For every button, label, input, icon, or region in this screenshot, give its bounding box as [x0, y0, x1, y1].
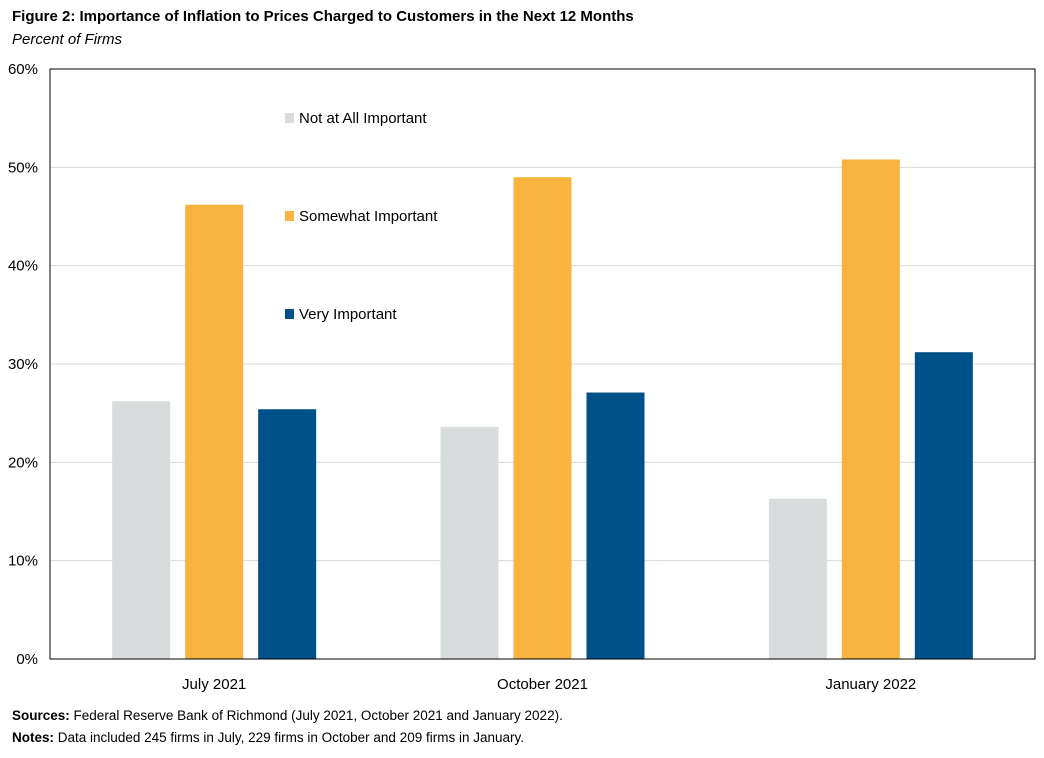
notes-text: Data included 245 firms in July, 229 fir…	[57, 730, 524, 745]
x-tick-label: January 2022	[825, 676, 916, 693]
bar	[768, 498, 827, 659]
bar	[841, 159, 900, 659]
chart-subtitle: Percent of Firms	[12, 31, 123, 48]
bars	[112, 159, 973, 659]
legend: Not at All Important Somewhat Important Ve…	[285, 110, 438, 323]
legend-swatch	[285, 113, 294, 123]
y-tick-label: 0%	[16, 651, 38, 668]
notes-note: Notes: Data included 245 firms in July, …	[12, 730, 524, 745]
bar	[914, 352, 973, 659]
y-tick-label: 10%	[8, 553, 38, 570]
x-tick-label: October 2021	[497, 676, 588, 693]
legend-swatch	[285, 309, 294, 319]
sources-note: Sources: Federal Reserve Bank of Richmon…	[12, 708, 563, 723]
y-tick-label: 60%	[8, 61, 38, 78]
legend-label: Somewhat Important	[299, 208, 438, 225]
legend-swatch	[285, 211, 294, 221]
sources-text: Federal Reserve Bank of Richmond (July 2…	[73, 708, 563, 723]
y-axis-ticks: 0% 10% 20% 30% 40% 50% 60%	[8, 61, 38, 668]
y-tick-label: 20%	[8, 454, 38, 471]
chart-title: Figure 2: Importance of Inflation to Pri…	[12, 8, 634, 25]
bar	[258, 409, 317, 659]
y-tick-label: 40%	[8, 258, 38, 275]
x-tick-label: July 2021	[182, 676, 246, 693]
bar	[440, 426, 499, 659]
bar	[513, 177, 572, 659]
notes-label: Notes:	[12, 730, 55, 745]
x-axis-ticks: July 2021 October 2021 January 2022	[182, 676, 916, 693]
bar	[185, 204, 244, 659]
y-tick-label: 30%	[8, 356, 38, 373]
y-tick-label: 50%	[8, 159, 38, 176]
legend-label: Not at All Important	[299, 110, 427, 127]
bar	[112, 401, 171, 659]
plot-frame	[49, 68, 1036, 660]
bar	[586, 392, 645, 659]
sources-label: Sources:	[12, 708, 70, 723]
legend-label: Very Important	[299, 306, 397, 323]
